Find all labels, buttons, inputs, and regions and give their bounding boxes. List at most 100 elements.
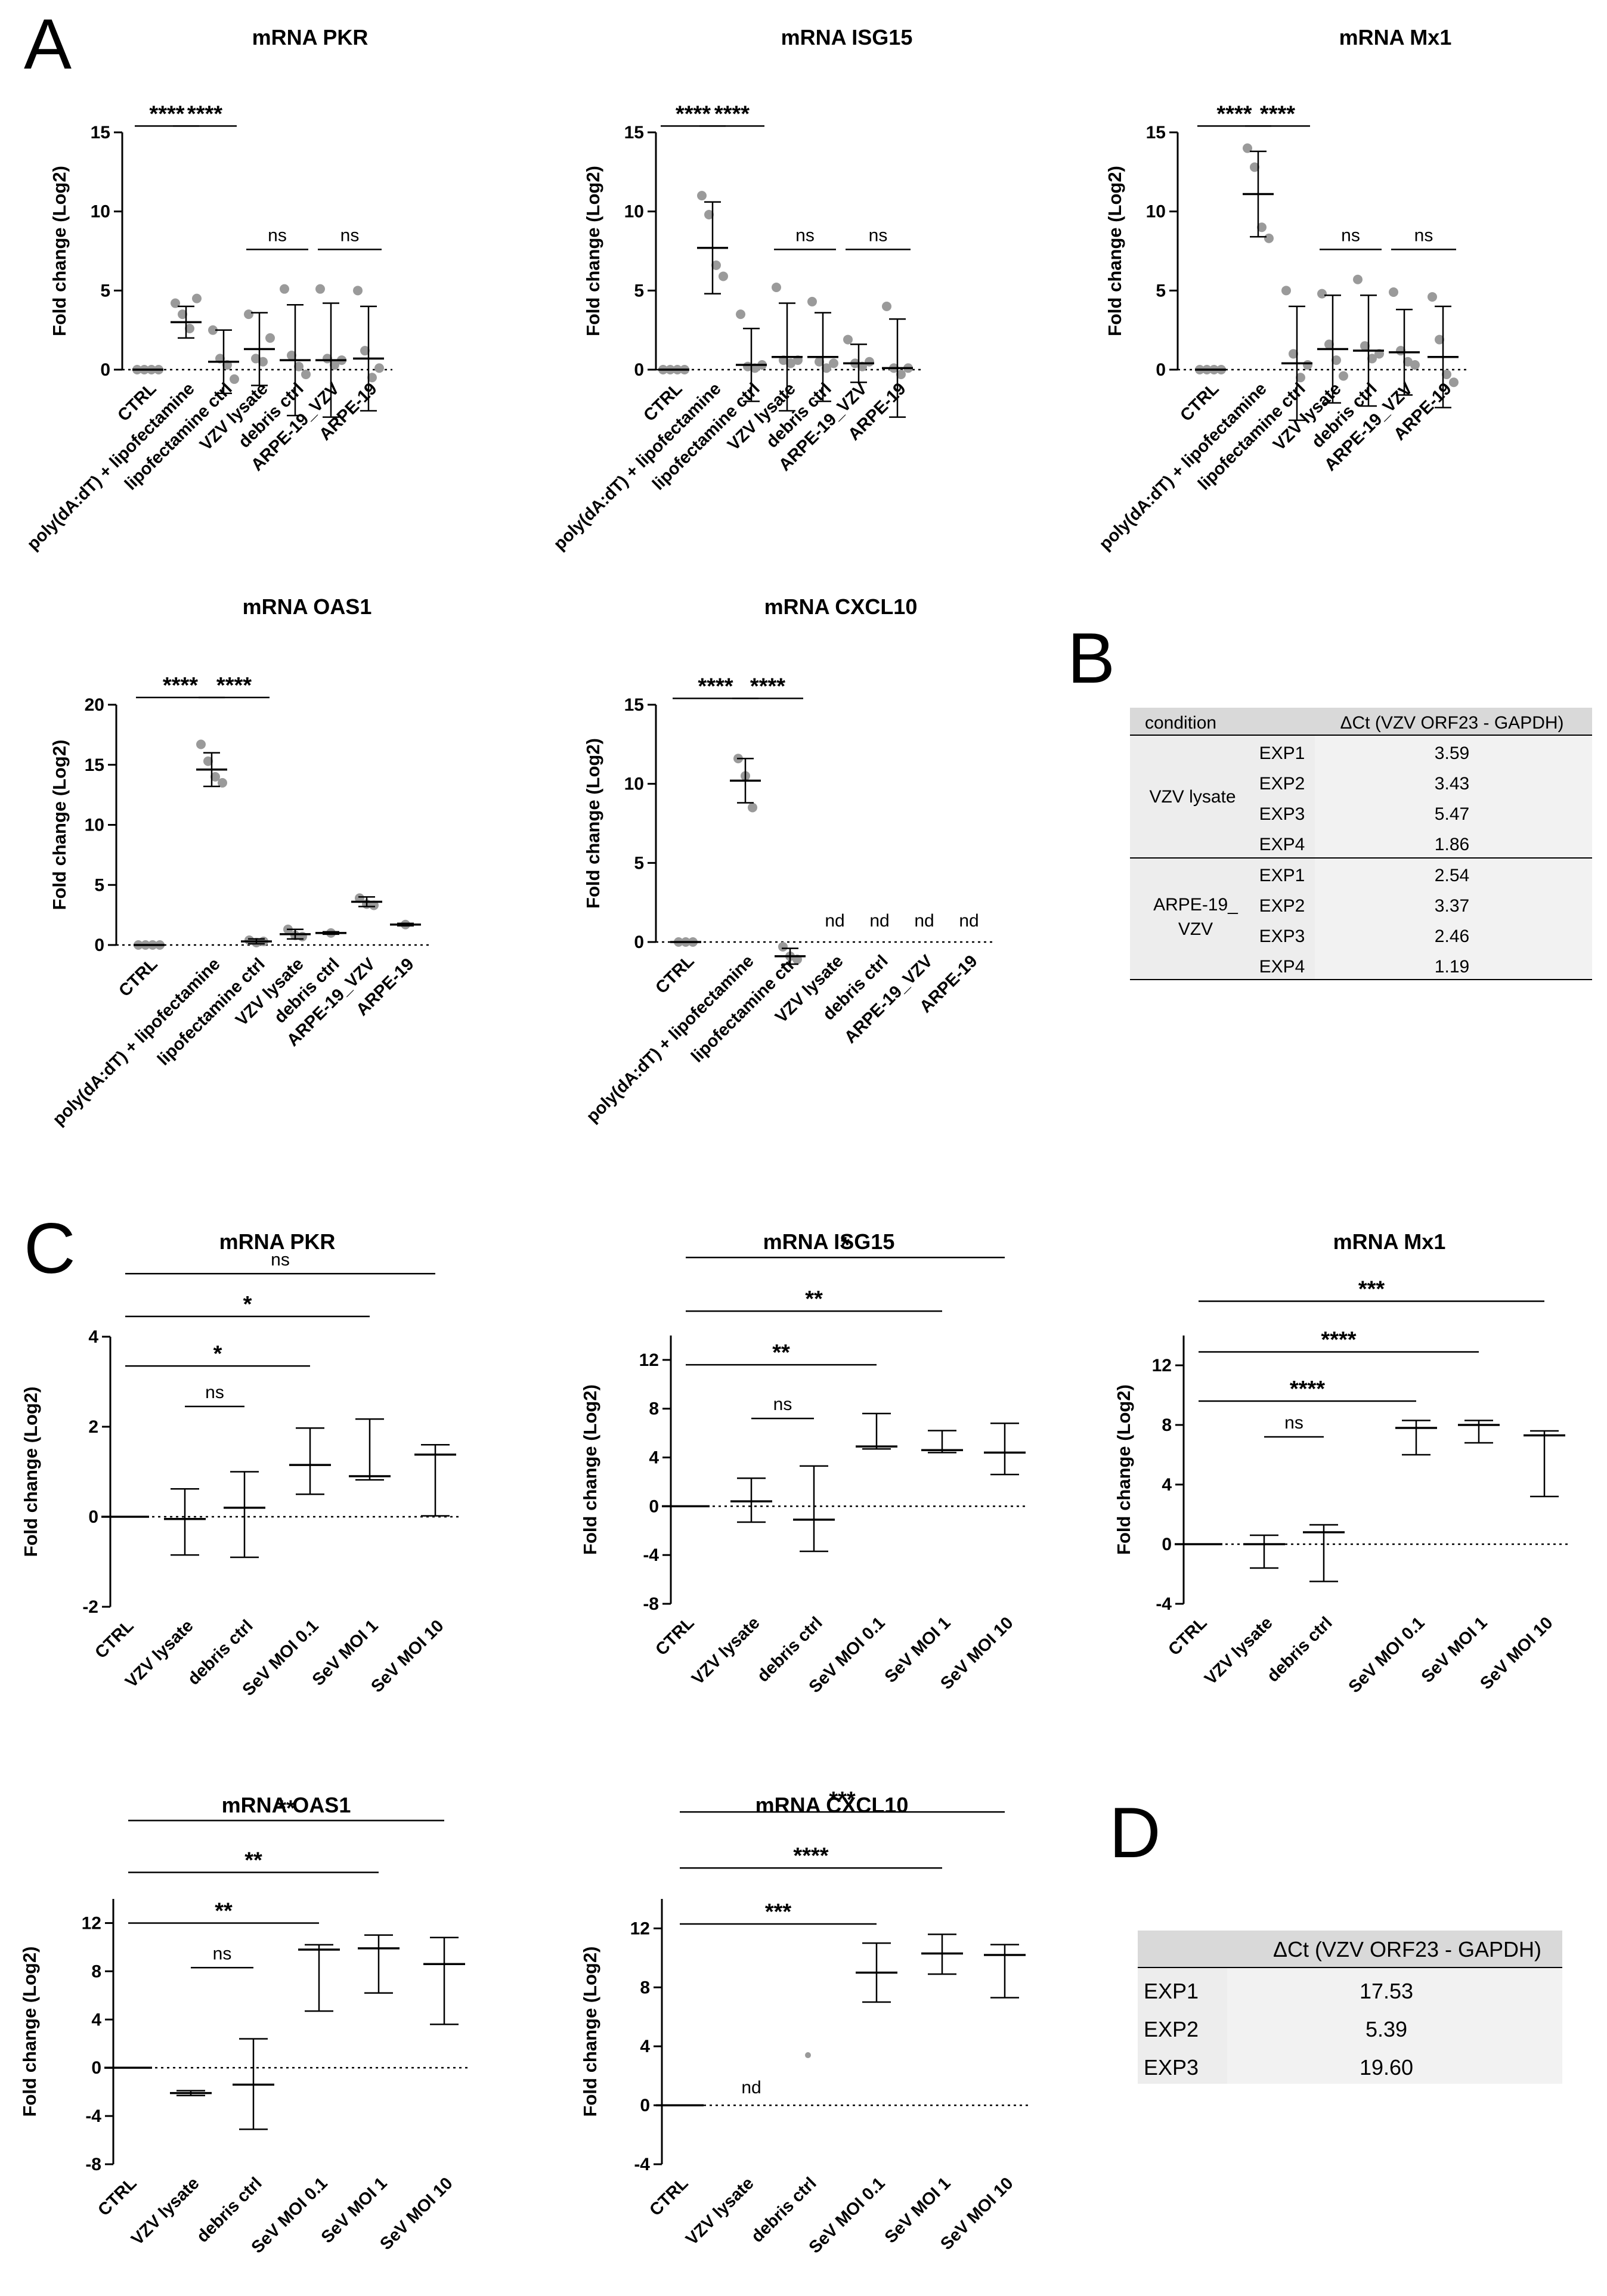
table-b-condition: ARPE-19_ (1153, 895, 1238, 915)
panel-label-d: D (1109, 1793, 1161, 1873)
y-axis-label: Fold change (Log2) (49, 166, 70, 336)
significance-label: *** (829, 1787, 856, 1812)
y-tick-label: 5 (634, 853, 644, 873)
y-tick-label: 15 (624, 123, 644, 142)
data-point (822, 363, 831, 373)
significance-label: **** (676, 101, 711, 126)
y-tick-label: 15 (1146, 123, 1166, 142)
not-detected-label: nd (914, 911, 934, 931)
significance-label: * (213, 1341, 222, 1367)
y-tick-label: 10 (624, 202, 644, 222)
data-point (294, 361, 304, 371)
data-point (330, 360, 339, 370)
y-axis-label: Fold change (Log2) (583, 738, 603, 909)
data-point (1339, 371, 1348, 381)
y-tick-label: 15 (91, 123, 110, 142)
category-label: poly(dA:dT) + lipofectamine (23, 379, 198, 554)
data-point (778, 941, 788, 952)
data-point (1257, 222, 1267, 233)
data-point (807, 296, 817, 306)
y-tick-label: 0 (88, 1507, 98, 1527)
chart-c2: mRNA ISG15 Fold change (Log2) -8 -4 0 4 8 12 CTR… (580, 1229, 1029, 1697)
category-label: VZV lysate (688, 1613, 763, 1688)
data-point (265, 333, 275, 343)
data-point (192, 293, 202, 303)
table-b-exp: EXP3 (1259, 927, 1305, 946)
table-b-exp: EXP1 (1259, 743, 1305, 763)
significance-label: * (243, 1292, 252, 1317)
panel-label-a: A (24, 4, 72, 84)
data-point (1317, 289, 1327, 299)
significance-label: ns (205, 1383, 224, 1402)
table-b-value: 3.59 (1435, 743, 1469, 763)
table-b-value: 2.46 (1435, 927, 1469, 946)
not-detected-label: nd (959, 911, 979, 931)
data-point (185, 324, 194, 334)
table-b-exp: EXP2 (1259, 774, 1305, 794)
y-tick-label: 0 (1156, 360, 1166, 380)
data-point (244, 309, 253, 320)
significance-label: **** (149, 101, 184, 126)
y-tick-label: 0 (1162, 1535, 1172, 1554)
data-point (704, 209, 714, 219)
data-point (355, 893, 364, 903)
chart-c3: mRNA Mx1 Fold change (Log2) -4 0 4 8 12 CTRLVZV… (1113, 1229, 1568, 1697)
category-label: VZV lysate (128, 2174, 203, 2249)
significance-label: ns (213, 1944, 232, 1963)
table-b-value: 3.43 (1435, 774, 1469, 794)
table-b-value: 5.47 (1435, 804, 1469, 824)
significance-label: ** (277, 1796, 295, 1821)
data-point (374, 363, 384, 373)
y-axis-label: Fold change (Log2) (1113, 1384, 1134, 1555)
y-tick-label: 10 (1146, 202, 1166, 222)
chart-c5: mRNA CXCL10 Fold change (Log2) -4 0 4 8 12 CTRL… (580, 1787, 1029, 2257)
data-point (736, 309, 745, 320)
category-label: CTRL (1165, 1613, 1210, 1659)
y-tick-label: 4 (1162, 1475, 1172, 1495)
y-tick-label: 5 (100, 281, 110, 300)
data-point (367, 373, 377, 383)
significance-label: ** (215, 1898, 233, 1923)
data-point (287, 351, 296, 361)
y-tick-label: 12 (82, 1913, 101, 1933)
y-axis-label: Fold change (Log2) (19, 1947, 40, 2117)
chart-title: mRNA PKR (252, 25, 369, 49)
category-label: CTRL (1176, 379, 1222, 425)
category-label: VZV lysate (682, 2174, 757, 2249)
significance-label: ns (773, 1395, 792, 1414)
data-point (1410, 360, 1420, 370)
data-point (280, 284, 289, 294)
significance-label: ns (340, 225, 360, 245)
y-tick-label: 8 (1162, 1415, 1172, 1435)
y-tick-label: 12 (1152, 1356, 1172, 1375)
data-point (171, 298, 180, 308)
chart-title: mRNA ISG15 (781, 25, 913, 49)
data-point (882, 301, 891, 311)
y-tick-label: 8 (649, 1399, 659, 1419)
table-b-value: 1.86 (1435, 835, 1469, 854)
category-label: CTRL (115, 955, 161, 1000)
significance-label: **** (1321, 1328, 1356, 1353)
data-point (1353, 274, 1363, 284)
data-point (805, 2052, 811, 2059)
data-point (353, 286, 363, 296)
y-tick-label: 0 (634, 360, 644, 380)
y-axis-label: Fold change (Log2) (583, 166, 603, 336)
data-point (1296, 373, 1305, 383)
data-point (230, 374, 239, 384)
data-point (1367, 354, 1377, 364)
category-label: CTRL (646, 2174, 692, 2220)
significance-label: **** (1216, 101, 1252, 126)
data-point (1303, 360, 1312, 370)
data-point (1289, 349, 1298, 359)
significance-label: **** (698, 674, 733, 699)
y-tick-label: 0 (100, 360, 110, 380)
y-tick-label: -4 (643, 1545, 659, 1565)
chart-title: mRNA CXCL10 (764, 594, 918, 619)
data-point (1403, 357, 1413, 367)
data-point (772, 283, 781, 293)
data-point (815, 357, 824, 367)
y-tick-label: 4 (91, 2010, 101, 2029)
